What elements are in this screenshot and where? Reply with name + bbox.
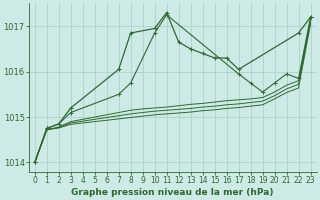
X-axis label: Graphe pression niveau de la mer (hPa): Graphe pression niveau de la mer (hPa) bbox=[71, 188, 274, 197]
